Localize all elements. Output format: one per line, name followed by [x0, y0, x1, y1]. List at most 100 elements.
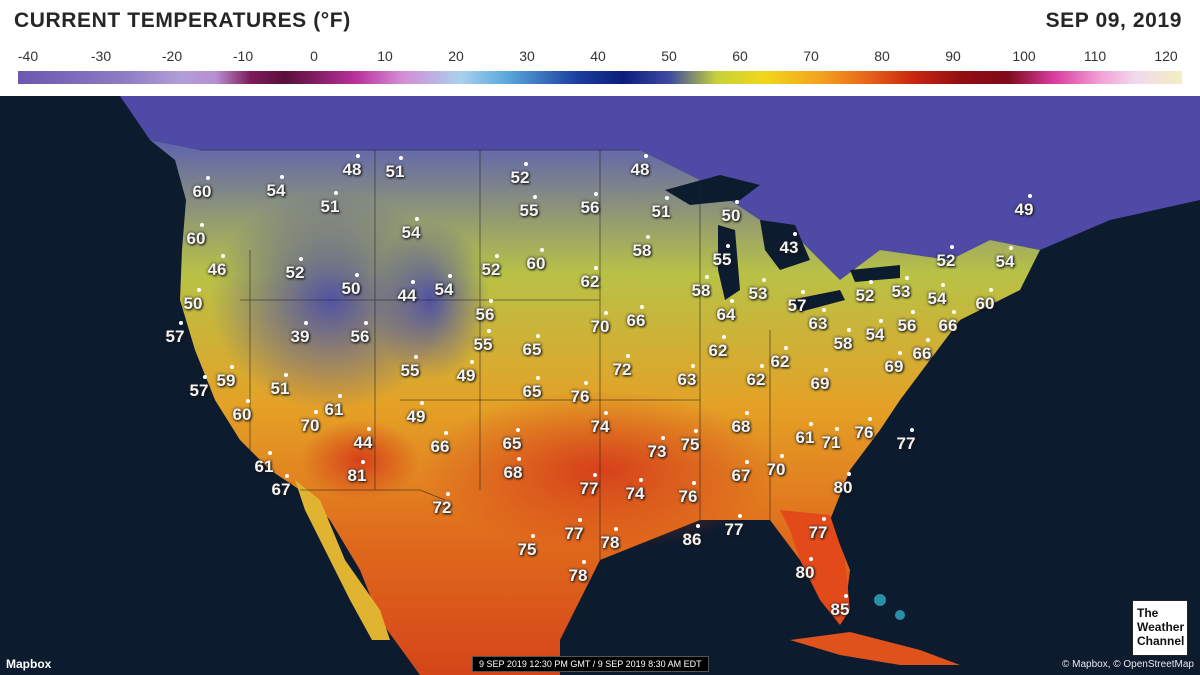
- temperature-reading[interactable]: 58: [833, 334, 853, 353]
- mapbox-logo[interactable]: Mapbox: [6, 657, 52, 671]
- temperature-reading[interactable]: 66: [430, 437, 450, 456]
- temperature-reading[interactable]: 50: [341, 279, 361, 298]
- temperature-reading[interactable]: 76: [678, 487, 698, 506]
- temperature-reading[interactable]: 70: [300, 416, 320, 435]
- temperature-reading[interactable]: 74: [625, 484, 645, 503]
- temperature-reading[interactable]: 66: [912, 344, 932, 363]
- temperature-reading[interactable]: 60: [232, 405, 252, 424]
- temperature-reading[interactable]: 49: [456, 366, 476, 385]
- temperature-reading[interactable]: 65: [522, 382, 542, 401]
- map-attribution[interactable]: © Mapbox, © OpenStreetMap: [1061, 659, 1194, 670]
- temperature-reading[interactable]: 55: [400, 361, 420, 380]
- temperature-reading[interactable]: 70: [766, 460, 786, 479]
- temperature-reading[interactable]: 72: [612, 360, 632, 379]
- temperature-reading[interactable]: 77: [808, 523, 828, 542]
- temperature-reading[interactable]: 73: [647, 442, 667, 461]
- temperature-reading[interactable]: 52: [481, 260, 501, 279]
- temperature-reading[interactable]: 63: [677, 370, 697, 389]
- temperature-reading[interactable]: 66: [938, 316, 958, 335]
- temperature-reading[interactable]: 57: [165, 327, 185, 346]
- temperature-reading[interactable]: 64: [716, 305, 736, 324]
- temperature-reading[interactable]: 54: [927, 289, 947, 308]
- temperature-reading[interactable]: 54: [266, 181, 286, 200]
- temperature-reading[interactable]: 49: [1014, 200, 1034, 219]
- temperature-reading[interactable]: 55: [473, 335, 493, 354]
- temperature-reading[interactable]: 46: [207, 260, 227, 279]
- temperature-reading[interactable]: 62: [746, 370, 766, 389]
- temperature-reading[interactable]: 67: [731, 466, 751, 485]
- temperature-reading[interactable]: 76: [570, 387, 590, 406]
- temperature-reading[interactable]: 52: [855, 286, 875, 305]
- temperature-reading[interactable]: 77: [564, 524, 584, 543]
- temperature-reading[interactable]: 60: [975, 294, 995, 313]
- temperature-reading[interactable]: 44: [353, 433, 373, 452]
- temperature-reading[interactable]: 85: [830, 600, 850, 619]
- temperature-reading[interactable]: 61: [324, 400, 344, 419]
- temperature-reading[interactable]: 75: [680, 435, 700, 454]
- temperature-reading[interactable]: 60: [186, 229, 206, 248]
- temperature-reading[interactable]: 48: [342, 160, 362, 179]
- temperature-reading[interactable]: 52: [510, 168, 530, 187]
- temperature-reading[interactable]: 53: [891, 282, 911, 301]
- temperature-reading[interactable]: 56: [897, 316, 917, 335]
- temperature-reading[interactable]: 61: [254, 457, 274, 476]
- temperature-reading[interactable]: 60: [192, 182, 212, 201]
- temperature-reading[interactable]: 58: [632, 241, 652, 260]
- temperature-reading[interactable]: 77: [579, 479, 599, 498]
- temperature-reading[interactable]: 70: [590, 317, 610, 336]
- temperature-reading[interactable]: 59: [216, 371, 236, 390]
- temperature-reading[interactable]: 54: [401, 223, 421, 242]
- temperature-reading[interactable]: 65: [522, 340, 542, 359]
- temperature-reading[interactable]: 51: [651, 202, 671, 221]
- temperature-reading[interactable]: 55: [712, 250, 732, 269]
- temperature-reading[interactable]: 44: [397, 286, 417, 305]
- temperature-reading[interactable]: 39: [290, 327, 310, 346]
- temperature-reading[interactable]: 72: [432, 498, 452, 517]
- temperature-reading[interactable]: 80: [795, 563, 815, 582]
- temperature-reading[interactable]: 54: [434, 280, 454, 299]
- temperature-reading[interactable]: 78: [568, 566, 588, 585]
- temperature-reading[interactable]: 66: [626, 311, 646, 330]
- temperature-reading[interactable]: 43: [779, 238, 799, 257]
- temperature-reading[interactable]: 68: [731, 417, 751, 436]
- temperature-reading[interactable]: 52: [936, 251, 956, 270]
- temperature-reading[interactable]: 61: [795, 428, 815, 447]
- temperature-reading[interactable]: 56: [475, 305, 495, 324]
- temperature-reading[interactable]: 49: [406, 407, 426, 426]
- temperature-reading[interactable]: 78: [600, 533, 620, 552]
- temperature-reading[interactable]: 51: [320, 197, 340, 216]
- temperature-reading[interactable]: 58: [691, 281, 711, 300]
- temperature-reading[interactable]: 80: [833, 478, 853, 497]
- temperature-reading[interactable]: 75: [517, 540, 537, 559]
- temperature-reading[interactable]: 56: [580, 198, 600, 217]
- temperature-reading[interactable]: 74: [590, 417, 610, 436]
- temperature-reading[interactable]: 56: [350, 327, 370, 346]
- temperature-reading[interactable]: 51: [270, 379, 290, 398]
- temperature-reading[interactable]: 50: [183, 294, 203, 313]
- temperature-reading[interactable]: 55: [519, 201, 539, 220]
- temperature-reading[interactable]: 54: [995, 252, 1015, 271]
- temperature-reading[interactable]: 69: [884, 357, 904, 376]
- temperature-reading[interactable]: 77: [724, 520, 744, 539]
- temperature-reading[interactable]: 69: [810, 374, 830, 393]
- temperature-reading[interactable]: 63: [808, 314, 828, 333]
- temperature-reading[interactable]: 51: [385, 162, 405, 181]
- temperature-reading[interactable]: 65: [502, 434, 522, 453]
- temperature-reading[interactable]: 54: [865, 325, 885, 344]
- temperature-reading[interactable]: 53: [748, 284, 768, 303]
- temperature-reading[interactable]: 57: [787, 296, 807, 315]
- temperature-reading[interactable]: 52: [285, 263, 305, 282]
- temperature-reading[interactable]: 50: [721, 206, 741, 225]
- temperature-reading[interactable]: 62: [580, 272, 600, 291]
- temperature-reading[interactable]: 62: [708, 341, 728, 360]
- temperature-reading[interactable]: 68: [503, 463, 523, 482]
- temperature-reading[interactable]: 76: [854, 423, 874, 442]
- temperature-reading[interactable]: 81: [347, 466, 367, 485]
- temperature-reading[interactable]: 57: [189, 381, 209, 400]
- temperature-reading[interactable]: 86: [682, 530, 702, 549]
- temperature-reading[interactable]: 71: [821, 433, 841, 452]
- temperature-reading[interactable]: 77: [896, 434, 916, 453]
- temperature-reading[interactable]: 67: [271, 480, 291, 499]
- temperature-reading[interactable]: 62: [770, 352, 790, 371]
- temperature-map[interactable]: 60 54 48 51 52 48 51 55 56 51 50 49 60 54 46 52 52 60 58 55…: [0, 96, 1200, 675]
